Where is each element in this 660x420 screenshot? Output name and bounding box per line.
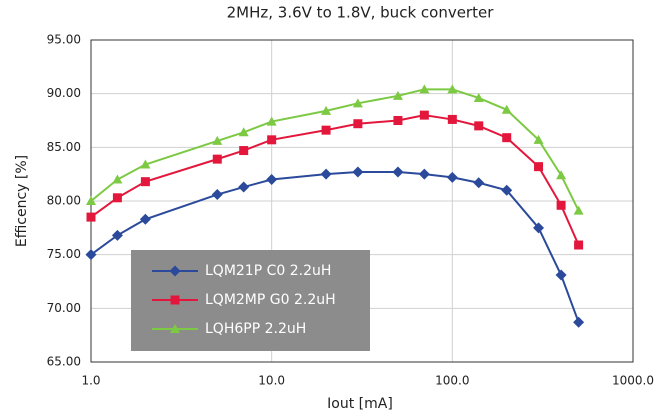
legend-label: LQM2MP G0 2.2uH [205, 292, 336, 308]
marker [556, 170, 567, 180]
marker [112, 193, 122, 203]
marker [533, 134, 544, 144]
marker [501, 104, 512, 114]
series-line [90, 88, 580, 212]
marker [473, 92, 484, 102]
y-tick-label: 75.00 [47, 247, 81, 261]
marker [211, 189, 223, 201]
marker [140, 177, 150, 187]
marker [86, 212, 96, 222]
marker [533, 222, 545, 234]
marker [321, 125, 331, 135]
marker [238, 181, 250, 193]
x-tick-label: 1000.0 [612, 374, 654, 388]
legend-marker [169, 265, 181, 277]
marker [352, 98, 363, 108]
x-tick-label: 1.0 [81, 374, 100, 388]
legend-label: LQM21P C0 2.2uH [205, 263, 331, 279]
x-tick-label: 100.0 [435, 374, 469, 388]
y-tick-label: 65.00 [47, 355, 81, 369]
marker [574, 240, 584, 250]
marker [353, 119, 363, 129]
marker [573, 205, 584, 215]
marker [473, 177, 485, 189]
marker [139, 213, 151, 225]
y-tick-label: 85.00 [47, 140, 81, 154]
marker [321, 105, 332, 115]
x-axis-label: Iout [mA] [327, 396, 393, 412]
marker [502, 133, 512, 143]
marker [266, 174, 278, 186]
y-tick-label: 70.00 [47, 301, 81, 315]
y-axis-label: Efficency [%] [14, 155, 30, 247]
series-line [90, 114, 580, 246]
marker [534, 162, 544, 172]
marker [140, 159, 151, 169]
marker [573, 316, 585, 328]
y-tick-label: 80.00 [47, 194, 81, 208]
marker [447, 114, 457, 124]
marker [474, 121, 484, 131]
marker [352, 166, 364, 178]
marker [555, 269, 567, 281]
marker [392, 90, 403, 100]
marker [419, 84, 430, 94]
marker [85, 249, 97, 261]
legend-marker [170, 295, 180, 305]
marker [112, 174, 123, 184]
marker [86, 196, 96, 205]
marker [239, 146, 249, 156]
marker [418, 168, 430, 180]
marker [447, 84, 458, 94]
marker [212, 135, 223, 145]
y-tick-label: 95.00 [47, 33, 81, 47]
legend-marker [170, 324, 180, 333]
chart-title: 2MHz, 3.6V to 1.8V, buck converter [227, 4, 495, 22]
marker [320, 168, 332, 180]
marker [419, 110, 429, 120]
y-tick-label: 90.00 [47, 86, 81, 100]
marker [267, 135, 277, 145]
legend-label: LQH6PP 2.2uH [205, 321, 306, 337]
legend: LQM21P C0 2.2uH LQM2MP G0 2.2uH LQH6PP 2.2… [131, 250, 370, 351]
marker [212, 154, 222, 164]
marker [446, 171, 458, 183]
marker [238, 127, 249, 137]
marker [393, 116, 403, 125]
marker [266, 116, 277, 126]
marker [501, 184, 513, 196]
series-line [90, 171, 580, 323]
marker [392, 166, 404, 178]
x-tick-label: 10.0 [258, 374, 285, 388]
marker [556, 200, 566, 210]
marker [111, 229, 123, 241]
